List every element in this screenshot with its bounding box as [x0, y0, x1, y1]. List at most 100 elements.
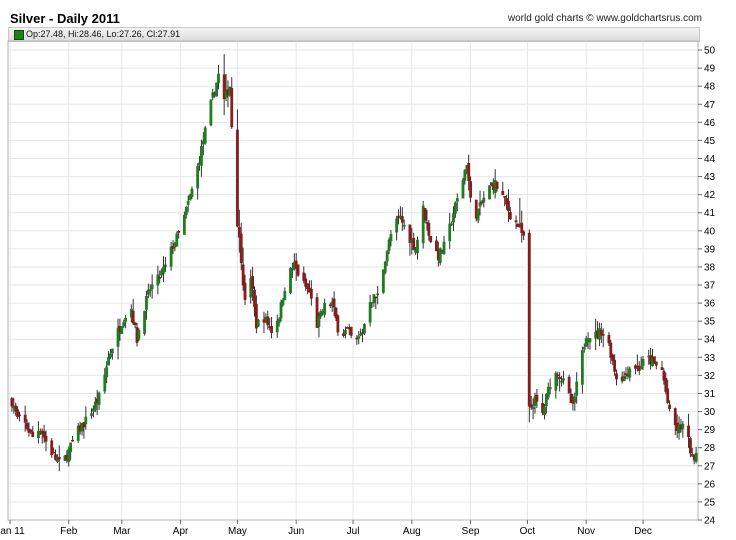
candle: [241, 247, 245, 291]
candle: [196, 163, 200, 200]
candle-body-up: [554, 372, 558, 391]
candle-body-down: [689, 438, 692, 454]
candle: [501, 181, 505, 196]
candle: [148, 284, 152, 297]
candle-body-down: [50, 440, 54, 455]
candle-body-down: [522, 231, 526, 236]
candle: [522, 230, 526, 241]
candle-body-down: [423, 208, 427, 221]
candle-body-down: [315, 297, 319, 328]
candle: [687, 413, 690, 448]
chart-title: Silver - Daily 2011: [10, 11, 120, 26]
x-axis: Jan 11 Feb Mar Apr May Jun Jul Aug Sep Oct Nov Dec: [0, 520, 652, 537]
candle-body-down: [309, 288, 313, 299]
candle-body-up: [105, 366, 109, 378]
candle: [535, 389, 539, 409]
candle-body-up: [90, 413, 93, 416]
candle: [372, 294, 376, 307]
candle-body-down: [687, 425, 690, 438]
candle: [254, 295, 258, 334]
candle-body-up: [344, 330, 347, 335]
candle-body-up: [389, 234, 393, 241]
candle: [453, 201, 457, 218]
candle-body-down: [294, 260, 298, 269]
candle-body-down: [304, 278, 308, 287]
candle-body-up: [531, 407, 535, 410]
candle: [601, 328, 605, 348]
candle-body-up: [478, 202, 482, 207]
candle-body-up: [560, 380, 563, 383]
candle-body-up: [488, 185, 491, 200]
candle: [558, 372, 562, 392]
candle-body-up: [196, 166, 200, 189]
candle-body-up: [110, 348, 114, 354]
candle-body-up: [383, 261, 387, 273]
candle: [270, 316, 273, 339]
candle-body-down: [400, 216, 404, 223]
candle: [319, 309, 323, 319]
candle: [279, 299, 283, 322]
candle-body-up: [463, 170, 467, 181]
candle: [349, 326, 353, 339]
candle: [31, 426, 35, 438]
candle-body-up: [376, 293, 380, 296]
candle-body-down: [16, 409, 19, 418]
x-tick-label: Jan 11: [0, 526, 25, 537]
candle-body-up: [455, 198, 459, 202]
candle-body-up: [148, 289, 152, 291]
candle: [469, 176, 472, 203]
candle: [296, 264, 300, 277]
candle: [203, 126, 207, 145]
candle-body-down: [613, 359, 617, 372]
candle: [653, 356, 656, 365]
candle: [14, 402, 18, 416]
candle-body-down: [654, 361, 658, 366]
candle: [230, 77, 234, 129]
candle: [289, 267, 292, 295]
candle: [275, 314, 279, 338]
candle-body-up: [164, 264, 167, 268]
x-tick-label: May: [228, 526, 247, 537]
candle: [544, 393, 548, 414]
candle-body-up: [584, 338, 588, 347]
y-tick-label: 33: [704, 353, 716, 364]
candle-body-up: [277, 318, 281, 324]
candle: [385, 249, 389, 266]
candle: [156, 265, 160, 295]
candle: [609, 339, 613, 364]
candle: [162, 256, 165, 283]
candle: [668, 400, 671, 412]
candle-body-down: [495, 181, 499, 189]
candle-body-up: [279, 302, 283, 319]
candle-body-up: [372, 294, 376, 303]
candle-body-down: [660, 367, 664, 370]
candle-body-down: [507, 201, 510, 212]
candle: [639, 356, 643, 370]
candle: [71, 435, 74, 442]
candle: [283, 287, 287, 301]
candle: [131, 298, 135, 326]
candle: [186, 195, 190, 213]
candle: [607, 332, 611, 347]
candle-body-up: [186, 201, 190, 205]
y-tick-label: 45: [704, 136, 716, 147]
candle-body-down: [230, 87, 234, 128]
candle: [408, 224, 412, 256]
x-tick-label: Mar: [113, 526, 131, 537]
candle: [455, 193, 459, 212]
candle-body-up: [184, 207, 188, 215]
candle: [383, 260, 387, 275]
candle: [188, 193, 192, 201]
candle: [664, 372, 668, 395]
candle-body-down: [222, 74, 226, 99]
candle: [543, 404, 546, 420]
candle: [209, 99, 213, 127]
candle-body-up: [363, 324, 366, 334]
candle-body-down: [599, 329, 603, 336]
candle-body-down: [520, 222, 524, 234]
candle: [681, 420, 685, 438]
candle-body-down: [243, 282, 247, 300]
candle: [395, 215, 399, 241]
candle: [387, 237, 391, 255]
candle-body-up: [281, 300, 285, 306]
